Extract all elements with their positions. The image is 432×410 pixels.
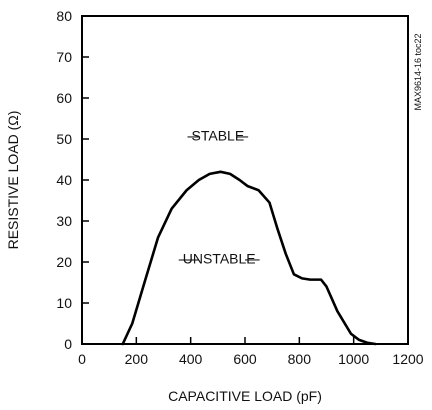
figure-id-label: MAX9614-16 toc22 bbox=[413, 33, 423, 110]
x-axis-ticks: 0 200 400 600 800 1000 1200 bbox=[78, 337, 424, 367]
y-tick-label: 30 bbox=[56, 213, 72, 229]
x-tick-label: 400 bbox=[179, 351, 203, 367]
x-axis-title: CAPACITIVE LOAD (pF) bbox=[168, 388, 322, 404]
y-tick-label: 50 bbox=[56, 131, 72, 147]
y-tick-label: 0 bbox=[64, 336, 72, 352]
y-axis-title: RESISTIVE LOAD (Ω) bbox=[5, 111, 21, 250]
x-tick-label: 800 bbox=[288, 351, 312, 367]
stable-region-label: STABLE bbox=[192, 128, 245, 144]
series-line bbox=[121, 170, 377, 346]
y-tick-label: 20 bbox=[56, 254, 72, 270]
y-axis-ticks: 0 10 20 30 40 50 60 70 80 bbox=[56, 8, 89, 352]
y-tick-label: 70 bbox=[56, 49, 72, 65]
y-tick-label: 40 bbox=[56, 172, 72, 188]
x-tick-label: 1000 bbox=[338, 351, 369, 367]
x-tick-label: 0 bbox=[78, 351, 86, 367]
x-tick-label: 200 bbox=[125, 351, 149, 367]
y-tick-label: 80 bbox=[56, 8, 72, 24]
y-tick-label: 10 bbox=[56, 295, 72, 311]
x-tick-label: 1200 bbox=[392, 351, 423, 367]
x-tick-label: 600 bbox=[233, 351, 257, 367]
y-tick-label: 60 bbox=[56, 90, 72, 106]
plot-frame bbox=[81, 15, 409, 345]
unstable-region-label: UNSTABLE bbox=[183, 251, 256, 267]
